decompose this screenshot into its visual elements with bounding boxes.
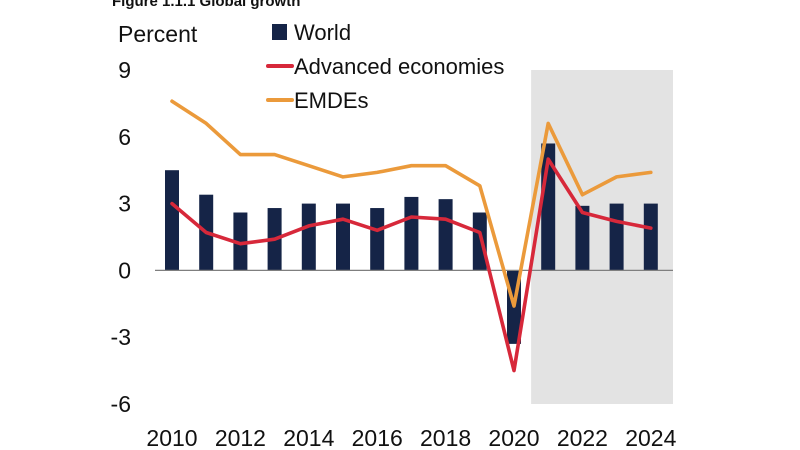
legend-swatch-world: [272, 24, 287, 40]
y-tick-label: 0: [118, 257, 131, 283]
bar-world-2012: [233, 212, 248, 271]
y-tick-label: -6: [111, 391, 131, 417]
bar-world-2022: [575, 205, 590, 271]
bar-world-2017: [404, 196, 419, 271]
bar-world-2014: [301, 203, 316, 271]
bar-world-2024: [643, 203, 658, 271]
y-tick-label: 6: [118, 124, 131, 150]
line-layer: [170, 99, 653, 373]
x-tick-label: 2012: [215, 425, 266, 450]
x-tick-label: 2018: [420, 425, 471, 450]
x-tick-label: 2020: [488, 425, 539, 450]
bar-world-2023: [609, 203, 624, 271]
bar-world-2016: [370, 208, 385, 271]
y-tick-labels: 9 6 3 0 -3 -6: [111, 57, 131, 417]
y-tick-label: 9: [118, 57, 131, 83]
legend-label-world: World: [294, 20, 351, 45]
x-tick-label: 2024: [625, 425, 676, 450]
legend-label-emdes: EMDEs: [294, 88, 369, 113]
legend: World Advanced economies EMDEs: [266, 20, 504, 113]
line-emdes: [170, 99, 653, 308]
y-tick-label: 3: [118, 191, 131, 217]
legend-label-advanced-economies: Advanced economies: [294, 54, 504, 79]
x-tick-label: 2010: [146, 425, 197, 450]
y-axis-unit-label: Percent: [118, 21, 198, 47]
x-tick-label: 2016: [352, 425, 403, 450]
chart-title: Figure 1.1.1 Global growth: [112, 0, 300, 10]
bar-world-2010: [165, 170, 179, 271]
x-tick-label: 2022: [557, 425, 608, 450]
y-tick-label: -3: [111, 324, 131, 350]
x-tick-label: 2014: [283, 425, 334, 450]
line-advanced-economies: [170, 157, 653, 373]
bar-world-2015: [336, 203, 350, 271]
bar-world-2018: [438, 199, 453, 271]
x-tick-labels: 2010 2012 2014 2016 2018 2020 2022 2024: [146, 425, 676, 450]
bar-world-2019: [472, 212, 487, 271]
